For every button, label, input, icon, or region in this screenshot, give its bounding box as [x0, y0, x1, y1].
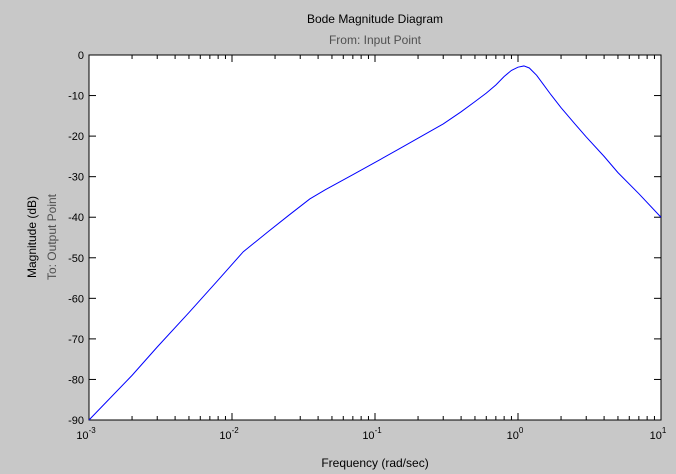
y-tick-label: -60: [68, 293, 84, 305]
y-tick-label: 0: [78, 50, 84, 62]
series-layer: [88, 65, 662, 421]
x-tick-label: 10-2: [219, 426, 239, 442]
y-tick-label: -50: [68, 253, 84, 265]
y-tick-label: -90: [68, 415, 84, 427]
x-tick-label: 10-1: [362, 426, 382, 442]
tick-marks: [88, 54, 662, 421]
magnitude-series-line: [88, 65, 662, 421]
x-tick-label: 101: [650, 426, 667, 442]
y-tick-label: -20: [68, 131, 84, 143]
chart-subtitle: From: Input Point: [329, 33, 422, 47]
plot-area: [88, 54, 662, 421]
x-tick-label: 100: [507, 426, 524, 442]
y-axis-label: Magnitude (dB): [25, 196, 39, 278]
chart-title: Bode Magnitude Diagram: [307, 12, 443, 26]
y-axis-output-label: To: Output Point: [45, 193, 59, 280]
x-axis-label: Frequency (rad/sec): [321, 456, 428, 470]
x-tick-label: 10-3: [76, 426, 96, 442]
y-tick-label: -40: [68, 212, 84, 224]
y-tick-label: -80: [68, 374, 84, 386]
y-tick-label: -70: [68, 334, 84, 346]
y-tick-label: -30: [68, 172, 84, 184]
tick-labels: 10-3 10-2 10-1 100 101 0 -10 -20 -30 -40 -50 -60 -70…: [68, 50, 667, 442]
y-tick-label: -10: [68, 91, 84, 103]
